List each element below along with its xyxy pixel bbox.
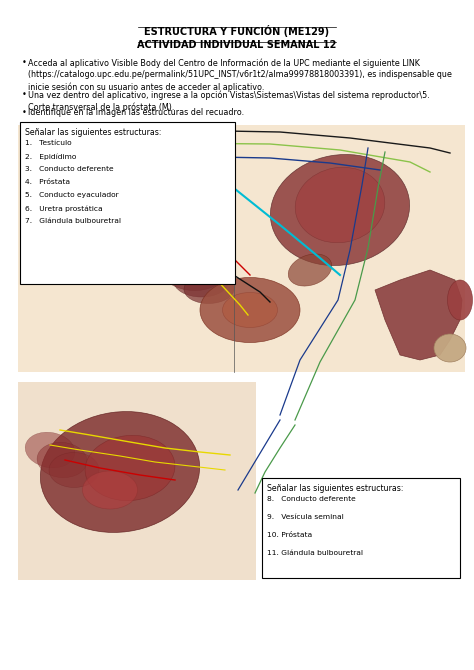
FancyBboxPatch shape bbox=[262, 478, 460, 578]
Text: 5.   Conducto eyaculador: 5. Conducto eyaculador bbox=[25, 192, 118, 198]
Ellipse shape bbox=[434, 334, 466, 362]
Text: 10. Próstata: 10. Próstata bbox=[267, 532, 312, 538]
Ellipse shape bbox=[82, 471, 137, 509]
Text: 4.   Próstata: 4. Próstata bbox=[25, 179, 70, 185]
Text: Señalar las siguientes estructuras:: Señalar las siguientes estructuras: bbox=[25, 128, 161, 137]
Ellipse shape bbox=[40, 411, 200, 533]
Ellipse shape bbox=[288, 254, 332, 286]
Text: Señalar las siguientes estructuras:: Señalar las siguientes estructuras: bbox=[267, 484, 403, 493]
Ellipse shape bbox=[222, 293, 277, 328]
Text: 8.   Conducto deferente: 8. Conducto deferente bbox=[267, 496, 356, 502]
Text: •: • bbox=[22, 90, 27, 99]
Ellipse shape bbox=[173, 265, 228, 297]
FancyBboxPatch shape bbox=[18, 382, 256, 580]
Text: •: • bbox=[22, 58, 27, 67]
Ellipse shape bbox=[49, 452, 99, 488]
Text: 2.   Epidídimo: 2. Epidídimo bbox=[25, 153, 76, 159]
Ellipse shape bbox=[447, 280, 473, 320]
Text: 1.   Testículo: 1. Testículo bbox=[25, 140, 72, 146]
FancyBboxPatch shape bbox=[18, 125, 465, 372]
Ellipse shape bbox=[85, 436, 175, 500]
Ellipse shape bbox=[37, 442, 87, 478]
Ellipse shape bbox=[153, 246, 218, 284]
Ellipse shape bbox=[295, 168, 385, 243]
Text: ESTRUCTURA Y FUNCIÓN (ME129): ESTRUCTURA Y FUNCIÓN (ME129) bbox=[145, 25, 329, 37]
Text: 3.   Conducto deferente: 3. Conducto deferente bbox=[25, 166, 114, 172]
Ellipse shape bbox=[25, 432, 75, 468]
Polygon shape bbox=[375, 270, 462, 360]
Ellipse shape bbox=[270, 155, 410, 265]
Ellipse shape bbox=[200, 277, 300, 342]
FancyBboxPatch shape bbox=[20, 122, 235, 284]
Text: Identifique en la imagen las estructuras del recuadro.: Identifique en la imagen las estructuras… bbox=[28, 108, 244, 117]
Ellipse shape bbox=[163, 255, 223, 291]
Text: 7.   Glándula bulbouretral: 7. Glándula bulbouretral bbox=[25, 218, 121, 224]
Text: 9.   Vesícula seminal: 9. Vesícula seminal bbox=[267, 514, 344, 520]
Text: Una vez dentro del aplicativo, ingrese a la opción Vistas\Sistemas\Vistas del si: Una vez dentro del aplicativo, ingrese a… bbox=[28, 90, 430, 112]
Text: 11. Glándula bulbouretral: 11. Glándula bulbouretral bbox=[267, 550, 363, 556]
Text: ACTIVIDAD INDIVIDUAL SEMANAL 12: ACTIVIDAD INDIVIDUAL SEMANAL 12 bbox=[137, 40, 337, 50]
Ellipse shape bbox=[184, 275, 234, 304]
Text: 6.   Uretra prostática: 6. Uretra prostática bbox=[25, 205, 103, 212]
Text: Acceda al aplicativo Visible Body del Centro de Información de la UPC mediante e: Acceda al aplicativo Visible Body del Ce… bbox=[28, 58, 452, 92]
Text: •: • bbox=[22, 108, 27, 117]
